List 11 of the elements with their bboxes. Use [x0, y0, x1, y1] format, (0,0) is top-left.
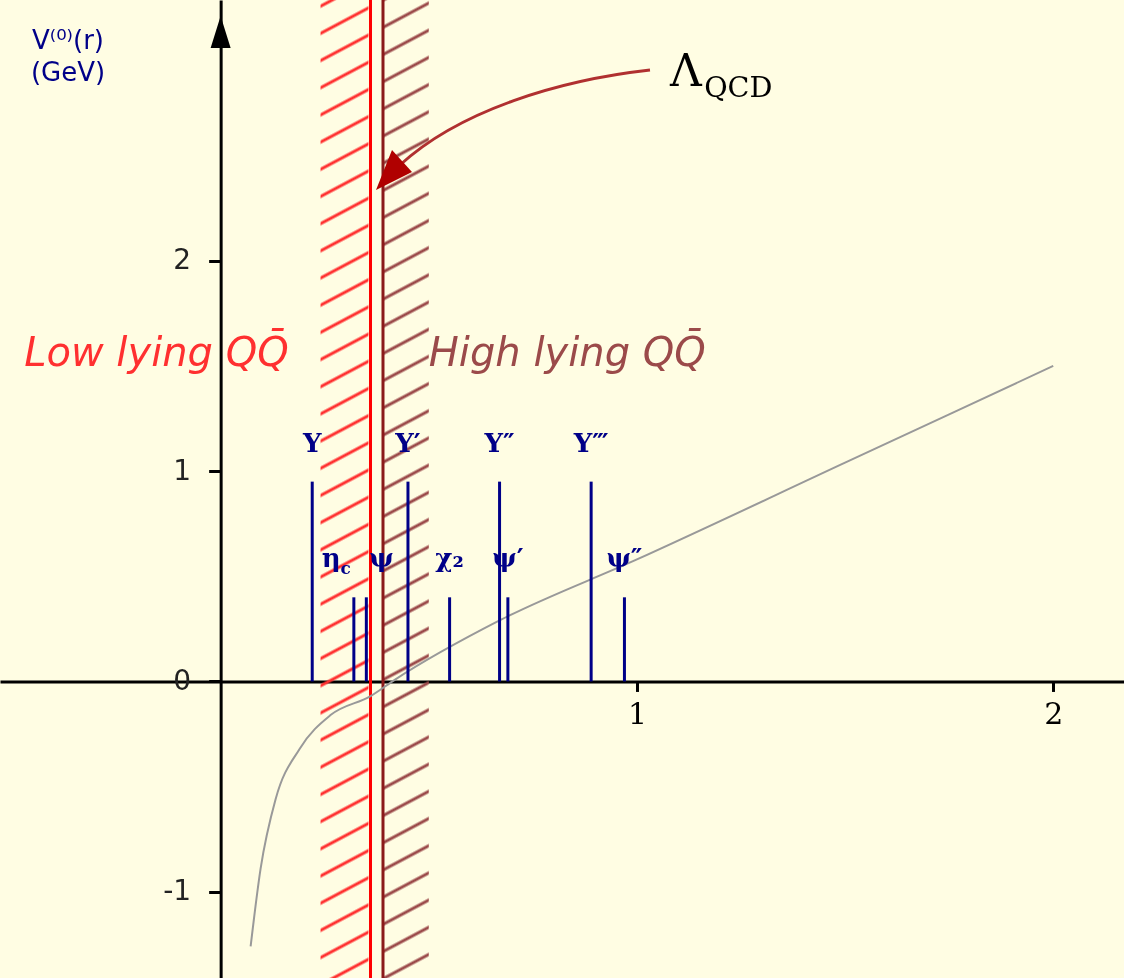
annotation: Υ‴	[572, 427, 609, 458]
annotation: χ₂	[435, 543, 464, 574]
y-axis-title: V⁽⁰⁾(r) (GeV)	[30, 25, 106, 87]
y-tick-label: -1	[163, 874, 192, 908]
band-label: Low lying QQ̄	[24, 327, 289, 375]
y-tick-label: 1	[173, 453, 192, 487]
annotation: ψ″	[606, 543, 643, 574]
annotation: Υ″	[483, 427, 515, 458]
band-label: High lying QQ̄	[428, 327, 706, 375]
y-tick-label: 2	[173, 243, 192, 277]
annotation: Υ	[301, 427, 322, 458]
